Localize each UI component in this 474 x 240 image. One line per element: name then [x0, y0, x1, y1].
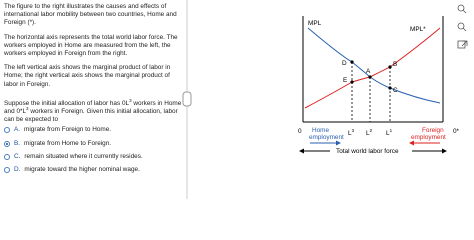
- tick-label: L1: [386, 128, 393, 137]
- label: MPL*: [410, 26, 426, 33]
- question: The figure to the right illustrates the …: [4, 3, 182, 130]
- icon-part: [462, 9, 467, 14]
- option[interactable]: C. remain situated where it currently res…: [4, 153, 143, 160]
- text: L: [348, 130, 352, 137]
- option-text: remain situated where it currently resid…: [24, 153, 143, 160]
- mpl-curve: [307, 27, 441, 104]
- label: Foreign: [422, 127, 444, 134]
- radio[interactable]: [4, 153, 10, 160]
- text: Suppose the initial allocation of labor …: [4, 99, 130, 107]
- page: The figure to the right illustrates the …: [4, 0, 468, 199]
- sup: 1: [390, 128, 393, 133]
- option-text: migrate from Foreign to Home.: [24, 126, 112, 133]
- option-text: migrate toward the higher nominal wage.: [24, 166, 140, 173]
- label: employment: [309, 134, 344, 141]
- sup: 3: [352, 128, 355, 133]
- point: [368, 75, 372, 79]
- paragraph: The horizontal axis represents the total…: [4, 33, 178, 58]
- option[interactable]: B. migrate from Home to Foreign.: [4, 140, 111, 147]
- option[interactable]: A. migrate from Foreign to Home.: [4, 126, 111, 133]
- origin: 0*: [453, 128, 460, 135]
- point-label: B: [393, 61, 397, 68]
- tick-label: L2: [366, 128, 373, 137]
- point: [350, 60, 354, 64]
- resize-handle[interactable]: [182, 91, 192, 107]
- point: [388, 86, 392, 90]
- point-label: C: [393, 87, 398, 94]
- icon-part: [461, 40, 468, 47]
- point-label: D: [342, 60, 347, 67]
- zoom-in-icon[interactable]: [457, 4, 465, 12]
- figure: MPL MPL* D B A E C 0 0* Home employment …: [182, 0, 468, 199]
- letter: D.: [14, 166, 21, 173]
- label: Home: [312, 127, 329, 134]
- origin: 0: [298, 128, 302, 135]
- letter: A.: [14, 126, 21, 133]
- label: Total world labor force: [336, 148, 399, 155]
- label: employment: [411, 134, 446, 141]
- tick-label: L3: [348, 128, 355, 137]
- paragraph: The left vertical axis shows the margina…: [4, 64, 171, 88]
- letter: B.: [14, 140, 21, 147]
- label: MPL: [308, 20, 322, 27]
- point-label: A: [366, 68, 371, 75]
- text: L: [366, 130, 370, 137]
- sup: 3: [26, 105, 29, 111]
- icon-part: [462, 27, 467, 32]
- radio[interactable]: [4, 140, 10, 147]
- radio[interactable]: [4, 166, 10, 173]
- sup: 3: [129, 97, 132, 103]
- zoom-out-icon[interactable]: [457, 22, 465, 30]
- text: workers in Foreign. Given this initial a…: [4, 108, 178, 124]
- text: L: [386, 130, 390, 137]
- sup: 2: [370, 128, 373, 133]
- text: workers in Home and 0*L: [4, 99, 182, 116]
- letter: C.: [14, 153, 21, 160]
- external-link-icon[interactable]: [457, 40, 466, 49]
- point-label: E: [343, 77, 347, 84]
- mpl-star-curve: [304, 27, 441, 109]
- option-text: migrate from Home to Foreign.: [24, 140, 112, 147]
- point: [388, 65, 392, 69]
- prompt: Suppose the initial allocation of labor …: [4, 97, 182, 125]
- option[interactable]: D. migrate toward the higher nominal wage…: [4, 166, 140, 173]
- paragraph: The figure to the right illustrates the …: [4, 3, 177, 27]
- point: [350, 80, 354, 84]
- radio[interactable]: [4, 126, 10, 133]
